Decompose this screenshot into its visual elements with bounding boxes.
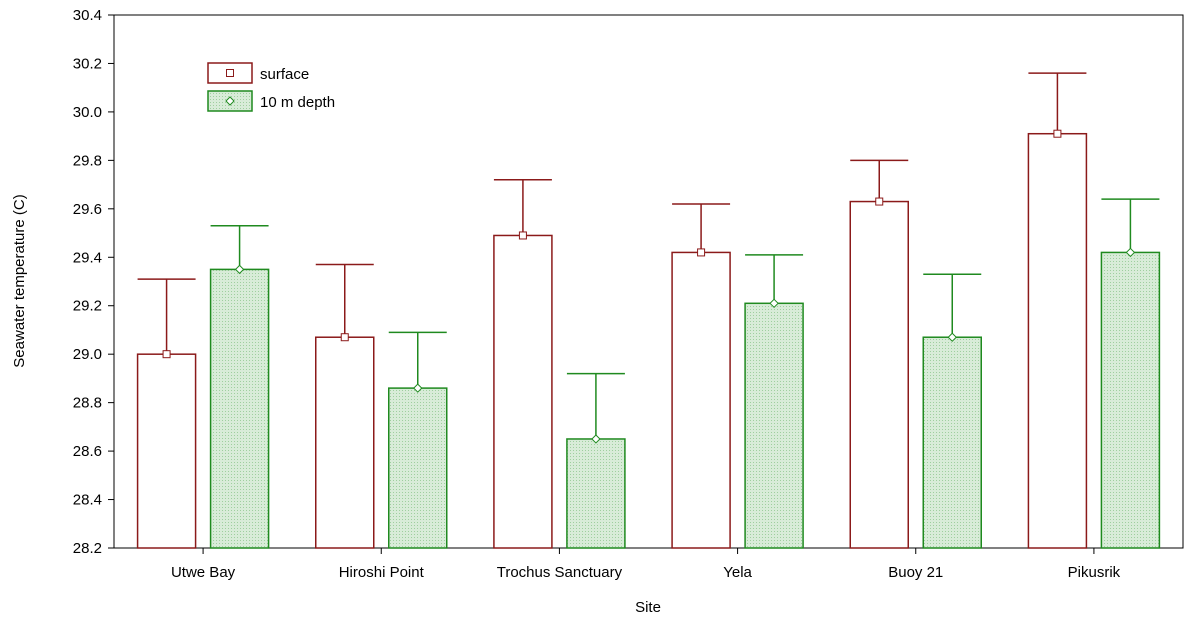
bar	[849, 200, 909, 549]
bar	[136, 353, 197, 549]
mean-marker	[162, 350, 171, 359]
bar	[1027, 132, 1088, 549]
error-bars	[137, 72, 1160, 501]
bar	[493, 234, 553, 549]
x-axis: Utwe Bay Hiroshi Point Trochus Sanctuary Ye…	[171, 548, 1121, 581]
bar	[1100, 251, 1161, 549]
plot-area	[113, 14, 1184, 549]
mean-markers	[162, 129, 1136, 444]
mean-marker	[1053, 129, 1062, 138]
mean-marker	[234, 264, 245, 275]
mean-marker	[769, 298, 779, 309]
y-tick-label: 29.2	[73, 298, 102, 315]
y-tick-label: 30.4	[73, 7, 102, 24]
mean-marker	[413, 383, 423, 393]
mean-marker	[591, 434, 601, 444]
bar	[315, 336, 375, 549]
bar	[388, 387, 448, 549]
y-tick-label: 28.8	[73, 395, 102, 412]
x-tick-label: Hiroshi Point	[339, 564, 425, 581]
mean-marker	[1125, 247, 1136, 258]
mean-marker	[518, 231, 527, 240]
x-tick-label: Utwe Bay	[171, 564, 236, 581]
y-tick-label: 28.2	[73, 540, 102, 557]
x-tick-label: Trochus Sanctuary	[497, 564, 623, 581]
bar	[209, 268, 270, 549]
y-tick-label: 29.8	[73, 152, 102, 169]
bar	[922, 336, 982, 549]
x-axis-label: Site	[635, 599, 661, 616]
y-tick-label: 29.4	[73, 249, 102, 266]
mean-marker	[947, 332, 957, 342]
legend-marker-surface	[226, 69, 234, 77]
y-tick-label: 30.0	[73, 104, 102, 121]
y-tick-label: 29.0	[73, 346, 102, 363]
legend: surface 10 m depth	[207, 62, 335, 112]
legend-label-surface: surface	[260, 66, 309, 83]
y-tick-label: 30.2	[73, 55, 102, 72]
y-axis-label: Seawater temperature (C)	[11, 194, 28, 367]
mean-marker	[875, 197, 884, 206]
bar	[744, 302, 804, 549]
mean-marker	[340, 333, 349, 342]
y-axis: 28.2 28.4 28.6 28.8 29.0 29.2 29.4 29.6 29.8 30.0…	[73, 7, 114, 557]
bar	[566, 438, 626, 549]
y-tick-label: 29.6	[73, 201, 102, 218]
x-tick-label: Pikusrik	[1068, 564, 1121, 581]
mean-marker	[697, 248, 706, 257]
x-tick-label: Buoy 21	[888, 564, 943, 581]
y-tick-label: 28.4	[73, 492, 102, 509]
legend-label-10m: 10 m depth	[260, 94, 335, 111]
bar	[671, 251, 731, 549]
bars	[136, 132, 1161, 549]
legend-marker-10m	[225, 96, 235, 106]
x-tick-label: Yela	[723, 564, 752, 581]
y-tick-label: 28.6	[73, 443, 102, 460]
